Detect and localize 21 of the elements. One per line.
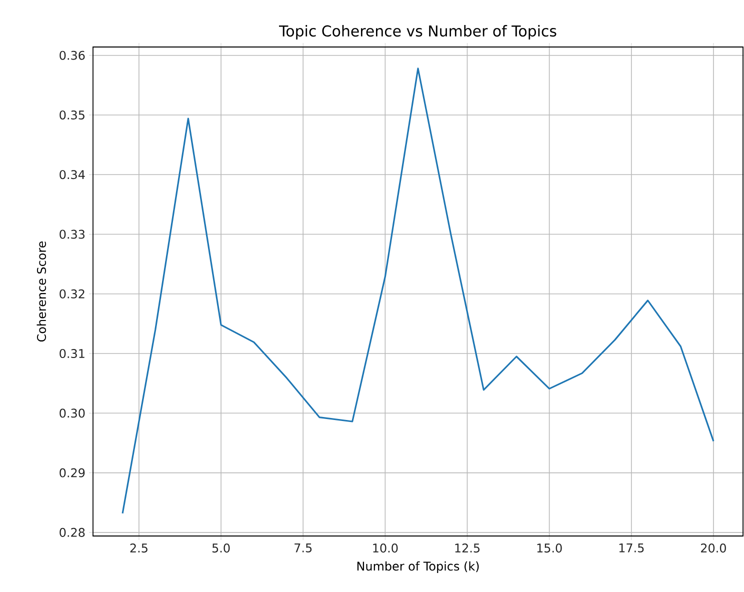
x-tick-label: 10.0 bbox=[373, 544, 398, 553]
y-tick-label: 0.35 bbox=[60, 110, 84, 120]
x-axis-title: Number of Topics (k) bbox=[357, 561, 479, 573]
y-tick-label: 0.31 bbox=[60, 348, 84, 358]
y-axis-title: Coherence Score bbox=[36, 241, 46, 342]
y-tick-label: 0.34 bbox=[60, 170, 85, 180]
y-tick-label: 0.28 bbox=[60, 528, 85, 537]
y-tick-label: 0.29 bbox=[60, 468, 85, 478]
x-tick-label: 7.5 bbox=[294, 544, 312, 552]
x-tick-label: 5.0 bbox=[212, 544, 230, 553]
line-series bbox=[122, 68, 714, 514]
y-tick-label: 0.36 bbox=[60, 50, 85, 60]
x-tick-label: 15.0 bbox=[537, 544, 562, 553]
y-tick-label: 0.30 bbox=[60, 408, 85, 418]
y-tick-label: 0.32 bbox=[60, 289, 84, 298]
chart-title: Topic Coherence vs Number of Topics bbox=[279, 25, 556, 40]
x-tick-label: 12.5 bbox=[455, 544, 480, 553]
x-tick-label: 17.5 bbox=[619, 544, 644, 552]
x-tick-label: 20.0 bbox=[701, 544, 726, 553]
x-tick-label: 2.5 bbox=[130, 544, 148, 553]
y-tick-label: 0.33 bbox=[60, 230, 85, 239]
